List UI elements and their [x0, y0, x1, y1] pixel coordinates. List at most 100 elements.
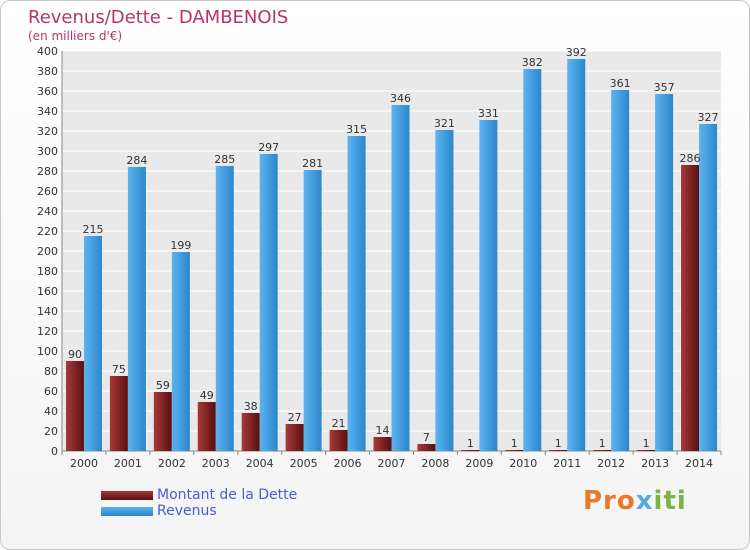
data-label-debt: 1	[555, 437, 562, 450]
y-tick-label: 280	[37, 165, 58, 178]
data-label-revenue: 321	[434, 117, 455, 130]
legend-swatch-revenue	[101, 506, 153, 516]
data-label-debt: 286	[680, 152, 701, 165]
proxiti-logo: Proxiti	[583, 486, 687, 516]
legend: Montant de la Dette Revenus	[101, 487, 297, 519]
data-label-debt: 14	[376, 424, 390, 437]
bar-revenue	[171, 252, 190, 451]
data-label-debt: 27	[288, 411, 302, 424]
data-label-revenue: 315	[346, 123, 367, 136]
legend-item-revenue: Revenus	[101, 503, 297, 519]
y-tick-label: 40	[44, 405, 58, 418]
legend-swatch-debt	[101, 490, 153, 500]
y-tick-label: 160	[37, 285, 58, 298]
bar-debt	[241, 413, 260, 451]
x-tick-label: 2000	[70, 457, 98, 470]
bar-debt	[681, 165, 700, 451]
bar-revenue	[435, 130, 454, 451]
bar-revenue	[699, 124, 718, 451]
y-tick-label: 300	[37, 145, 58, 158]
data-label-debt: 7	[423, 431, 430, 444]
bar-revenue	[127, 167, 146, 451]
y-tick-label: 260	[37, 185, 58, 198]
data-label-debt: 21	[332, 417, 346, 430]
y-tick-label: 60	[44, 385, 58, 398]
y-tick-label: 240	[37, 205, 58, 218]
bar-revenue	[83, 236, 102, 451]
bar-debt	[329, 430, 348, 451]
data-label-revenue: 331	[478, 107, 499, 120]
x-tick-label: 2008	[421, 457, 449, 470]
bar-revenue	[479, 120, 498, 451]
data-label-revenue: 361	[610, 77, 631, 90]
x-tick-label: 2009	[465, 457, 493, 470]
x-tick-label: 2007	[378, 457, 406, 470]
bar-revenue	[567, 59, 586, 451]
x-tick-label: 2001	[114, 457, 142, 470]
bar-revenue	[611, 90, 630, 451]
data-label-debt: 90	[68, 348, 82, 361]
x-tick-label: 2006	[334, 457, 362, 470]
bar-debt	[417, 444, 436, 451]
y-tick-label: 400	[37, 45, 58, 58]
bar-debt	[197, 402, 216, 451]
x-tick-label: 2005	[290, 457, 318, 470]
data-label-revenue: 357	[654, 81, 675, 94]
data-label-revenue: 297	[258, 141, 279, 154]
data-label-revenue: 199	[170, 239, 191, 252]
x-tick-label: 2003	[202, 457, 230, 470]
data-label-revenue: 284	[126, 154, 147, 167]
x-tick-label: 2010	[509, 457, 537, 470]
y-tick-label: 20	[44, 425, 58, 438]
legend-label-debt: Montant de la Dette	[157, 487, 298, 503]
data-label-debt: 49	[200, 389, 214, 402]
data-label-debt: 59	[156, 379, 170, 392]
data-label-revenue: 215	[82, 223, 103, 236]
data-label-revenue: 285	[214, 153, 235, 166]
y-tick-label: 80	[44, 365, 58, 378]
chart-title: Revenus/Dette - DAMBENOIS	[28, 7, 289, 28]
bar-revenue	[655, 94, 674, 451]
chart-subtitle: (en milliers d'€)	[28, 29, 123, 43]
data-label-revenue: 382	[522, 56, 543, 69]
bar-debt	[285, 424, 304, 451]
data-label-debt: 38	[244, 400, 258, 413]
data-label-debt: 75	[112, 363, 126, 376]
bar-debt	[153, 392, 172, 451]
data-label-debt: 1	[511, 437, 518, 450]
bar-debt	[505, 450, 524, 451]
bar-debt	[373, 437, 392, 451]
legend-item-debt: Montant de la Dette	[101, 487, 297, 503]
bar-debt	[549, 450, 568, 451]
y-tick-label: 320	[37, 125, 58, 138]
legend-label-revenue: Revenus	[157, 503, 217, 519]
y-tick-label: 200	[37, 245, 58, 258]
y-tick-label: 100	[37, 345, 58, 358]
y-tick-label: 340	[37, 105, 58, 118]
bar-revenue	[391, 105, 410, 451]
x-tick-label: 2002	[158, 457, 186, 470]
bar-debt	[461, 450, 480, 451]
bar-revenue	[523, 69, 542, 451]
x-tick-label: 2004	[246, 457, 274, 470]
x-tick-label: 2013	[641, 457, 669, 470]
data-label-revenue: 392	[566, 46, 587, 59]
bar-revenue	[303, 170, 322, 451]
x-tick-label: 2012	[597, 457, 625, 470]
y-tick-label: 120	[37, 325, 58, 338]
data-label-revenue: 281	[302, 157, 323, 170]
bar-revenue	[215, 166, 234, 451]
data-label-revenue: 346	[390, 92, 411, 105]
y-tick-label: 220	[37, 225, 58, 238]
bar-revenue	[259, 154, 278, 451]
bar-revenue	[347, 136, 366, 451]
bar-debt	[65, 361, 84, 451]
x-tick-label: 2011	[553, 457, 581, 470]
bar-debt	[593, 450, 612, 451]
data-label-debt: 1	[643, 437, 650, 450]
y-tick-label: 0	[51, 445, 58, 458]
bar-debt	[109, 376, 128, 451]
y-tick-label: 180	[37, 265, 58, 278]
